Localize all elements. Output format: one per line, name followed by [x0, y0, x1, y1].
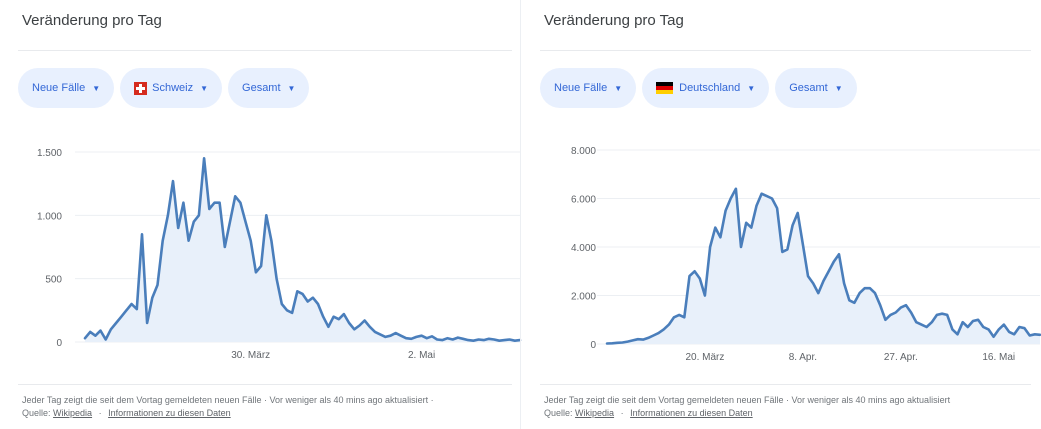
filter-chips: Neue Fälle ▼ Deutschland ▼ Gesamt ▼ — [540, 68, 857, 108]
german-flag-icon — [656, 82, 674, 94]
chart-panel-germany: Veränderung pro Tag Neue Fälle ▼ Deutsch… — [522, 0, 1041, 429]
separator: · — [620, 408, 624, 418]
country-label: Schweiz — [152, 82, 194, 94]
metric-label: Neue Fälle — [554, 82, 608, 94]
x-tick-label: 8. Apr. — [789, 352, 817, 363]
series-area — [85, 158, 520, 342]
metric-label: Neue Fälle — [32, 82, 86, 94]
caret-down-icon: ▼ — [614, 83, 623, 93]
data-info-link[interactable]: Informationen zu diesen Daten — [630, 408, 753, 418]
panel-title: Veränderung pro Tag — [22, 12, 162, 29]
y-tick-label: 4.000 — [571, 243, 596, 254]
y-tick-label: 6.000 — [571, 195, 596, 206]
scope-label: Gesamt — [789, 82, 828, 94]
footer-note: Jeder Tag zeigt die seit dem Vortag geme… — [22, 395, 434, 405]
header-divider — [18, 50, 512, 51]
panel-divider — [520, 0, 521, 429]
data-info-link[interactable]: Informationen zu diesen Daten — [108, 408, 231, 418]
caret-down-icon: ▼ — [747, 83, 756, 93]
footer-divider — [540, 384, 1031, 385]
source-label: Quelle: — [22, 408, 51, 418]
footer-note: Jeder Tag zeigt die seit dem Vortag geme… — [544, 395, 951, 405]
scope-dropdown[interactable]: Gesamt ▼ — [228, 68, 310, 108]
caret-down-icon: ▼ — [92, 83, 101, 93]
metric-dropdown[interactable]: Neue Fälle ▼ — [540, 68, 637, 108]
x-tick-label: 30. März — [231, 350, 270, 361]
y-tick-label: 8.000 — [571, 146, 596, 157]
caret-down-icon: ▼ — [287, 83, 296, 93]
series-line — [83, 157, 522, 342]
separator: · — [98, 408, 102, 418]
line-chart-switzerland[interactable]: 0 500 1.000 1.500 30. März 2. Mai — [0, 130, 522, 375]
filter-chips: Neue Fälle ▼ Schweiz ▼ Gesamt ▼ — [18, 68, 310, 108]
swiss-flag-icon — [134, 81, 148, 95]
country-dropdown[interactable]: Schweiz ▼ — [120, 68, 223, 108]
caret-down-icon: ▼ — [200, 83, 209, 93]
y-tick-label: 2.000 — [571, 292, 596, 303]
x-tick-label: 27. Apr. — [884, 352, 918, 363]
scope-dropdown[interactable]: Gesamt ▼ — [775, 68, 857, 108]
metric-dropdown[interactable]: Neue Fälle ▼ — [18, 68, 115, 108]
line-chart-germany[interactable]: 0 2.000 4.000 6.000 8.000 20. März 8. Apr. 27. … — [522, 130, 1041, 375]
x-tick-label: 16. Mai — [982, 352, 1015, 363]
chart-footer: Jeder Tag zeigt die seit dem Vortag geme… — [22, 394, 434, 420]
panel-title: Veränderung pro Tag — [544, 12, 684, 29]
country-dropdown[interactable]: Deutschland ▼ — [642, 68, 770, 108]
source-label: Quelle: — [544, 408, 573, 418]
x-tick-label: 20. März — [685, 352, 724, 363]
y-tick-label: 0 — [590, 340, 596, 351]
y-tick-label: 0 — [56, 338, 62, 349]
series-area — [607, 188, 1040, 344]
y-tick-label: 1.000 — [37, 211, 62, 222]
wikipedia-link[interactable]: Wikipedia — [53, 408, 93, 418]
chart-footer: Jeder Tag zeigt die seit dem Vortag geme… — [544, 394, 950, 420]
scope-label: Gesamt — [242, 82, 281, 94]
caret-down-icon: ▼ — [834, 83, 843, 93]
footer-divider — [18, 384, 512, 385]
chart-panel-switzerland: Veränderung pro Tag Neue Fälle ▼ Schweiz… — [0, 12, 522, 420]
x-tick-label: 2. Mai — [408, 350, 435, 361]
country-label: Deutschland — [679, 82, 741, 94]
series-line — [605, 187, 1041, 345]
wikipedia-link[interactable]: Wikipedia — [575, 408, 615, 418]
y-tick-label: 500 — [45, 275, 62, 286]
header-divider — [540, 50, 1031, 51]
y-tick-label: 1.500 — [37, 148, 62, 159]
